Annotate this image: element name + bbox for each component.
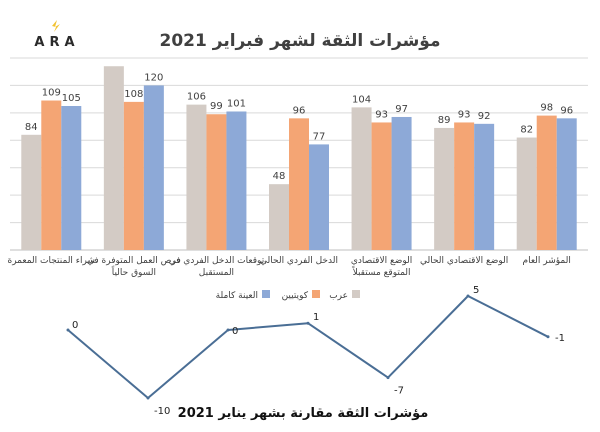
bar — [371, 122, 392, 250]
change-value-label: -1 — [555, 333, 565, 344]
change-point — [226, 328, 230, 332]
change-point — [546, 335, 550, 339]
bar-value-label: 84 — [25, 122, 38, 133]
bar-chart-title: مؤشرات الثقة لشهر فبراير 2021 — [160, 31, 441, 51]
bar — [186, 104, 207, 250]
bar-value-label: 48 — [273, 171, 286, 182]
category-label: شراء المنتجات المعمرة — [8, 256, 96, 266]
bar — [309, 144, 329, 250]
legend-swatch — [262, 290, 270, 298]
category-label: المؤشر العام — [523, 256, 571, 266]
change-point — [306, 321, 310, 325]
bar-value-label: 92 — [478, 111, 491, 122]
category-label: الوضع الاقتصادي المتوقع مستقبلاً — [351, 256, 412, 278]
bar-value-label: 93 — [458, 109, 471, 120]
category-label: فرص العمل المتوفرة في السوق حالياً — [87, 256, 181, 278]
bar-value-label: 89 — [438, 115, 451, 126]
legend-label: العينة كاملة — [216, 291, 258, 301]
bar — [143, 85, 164, 250]
flame-icon — [52, 20, 60, 32]
change-point — [146, 396, 150, 400]
bar-value-label: 120 — [144, 72, 163, 83]
bar-value-label: 105 — [62, 93, 81, 104]
category-label: الدخل الفردي الحالي — [260, 256, 338, 266]
change-line-chart: 0 -10 0 1 -7 5 -1 — [66, 285, 565, 417]
bar — [556, 118, 577, 250]
bar — [454, 122, 475, 250]
bar-value-label: 101 — [227, 98, 246, 109]
change-point — [466, 294, 470, 298]
bar-value-label: 106 — [187, 92, 206, 103]
bar-value-label: 93 — [375, 109, 388, 120]
change-value-label: -10 — [154, 406, 170, 417]
bar-value-label: 108 — [124, 89, 143, 100]
legend: عرب كويتيين العينة كاملة — [216, 290, 360, 301]
bar — [474, 123, 495, 250]
bar-value-label: 109 — [42, 88, 61, 99]
bar-value-label: 98 — [540, 103, 553, 114]
bar — [434, 127, 455, 250]
change-value-label: 1 — [313, 312, 319, 323]
bar — [41, 100, 62, 250]
bar-value-label: 99 — [210, 101, 223, 112]
legend-swatch — [312, 290, 320, 298]
line-chart-title: مؤشرات الثقة مقارنة بشهر يناير 2021 — [178, 406, 429, 421]
change-value-label: -7 — [394, 386, 404, 397]
change-series-line — [67, 295, 549, 399]
bar — [391, 116, 412, 250]
change-point — [66, 328, 70, 332]
logo-text: ARA — [34, 35, 79, 50]
bar — [61, 106, 82, 250]
change-value-label: 0 — [232, 326, 238, 337]
change-value-label: 5 — [473, 285, 479, 296]
legend-label: عرب — [329, 291, 348, 301]
bar-value-label: 82 — [520, 125, 533, 136]
legend-swatch — [352, 290, 360, 298]
bar-value-label: 96 — [293, 105, 306, 116]
change-value-label: 0 — [72, 320, 78, 331]
bar — [351, 107, 372, 250]
bar — [226, 111, 247, 250]
change-point — [386, 376, 390, 380]
bar — [536, 115, 557, 250]
bar-value-label: 77 — [313, 131, 326, 142]
bar — [123, 101, 144, 250]
bar — [206, 114, 227, 250]
category-label: الوضع الاقتصادي الحالي — [420, 256, 508, 266]
category-labels: المؤشر العام الوضع الاقتصادي الحالي الوضع … — [8, 256, 571, 278]
bar-value-label: 97 — [395, 104, 408, 115]
bar-value-label: 104 — [352, 94, 371, 105]
bar-marks — [21, 66, 577, 250]
bar — [289, 118, 309, 250]
bar — [269, 184, 289, 250]
legend-label: كويتيين — [282, 291, 309, 301]
bar — [516, 137, 537, 250]
bar — [103, 66, 124, 250]
bar-value-label: 96 — [560, 105, 573, 116]
ara-logo: ARA — [34, 20, 79, 50]
bar — [21, 134, 42, 250]
category-label: توقعات الدخل الفردي في المستقبل — [169, 256, 265, 278]
